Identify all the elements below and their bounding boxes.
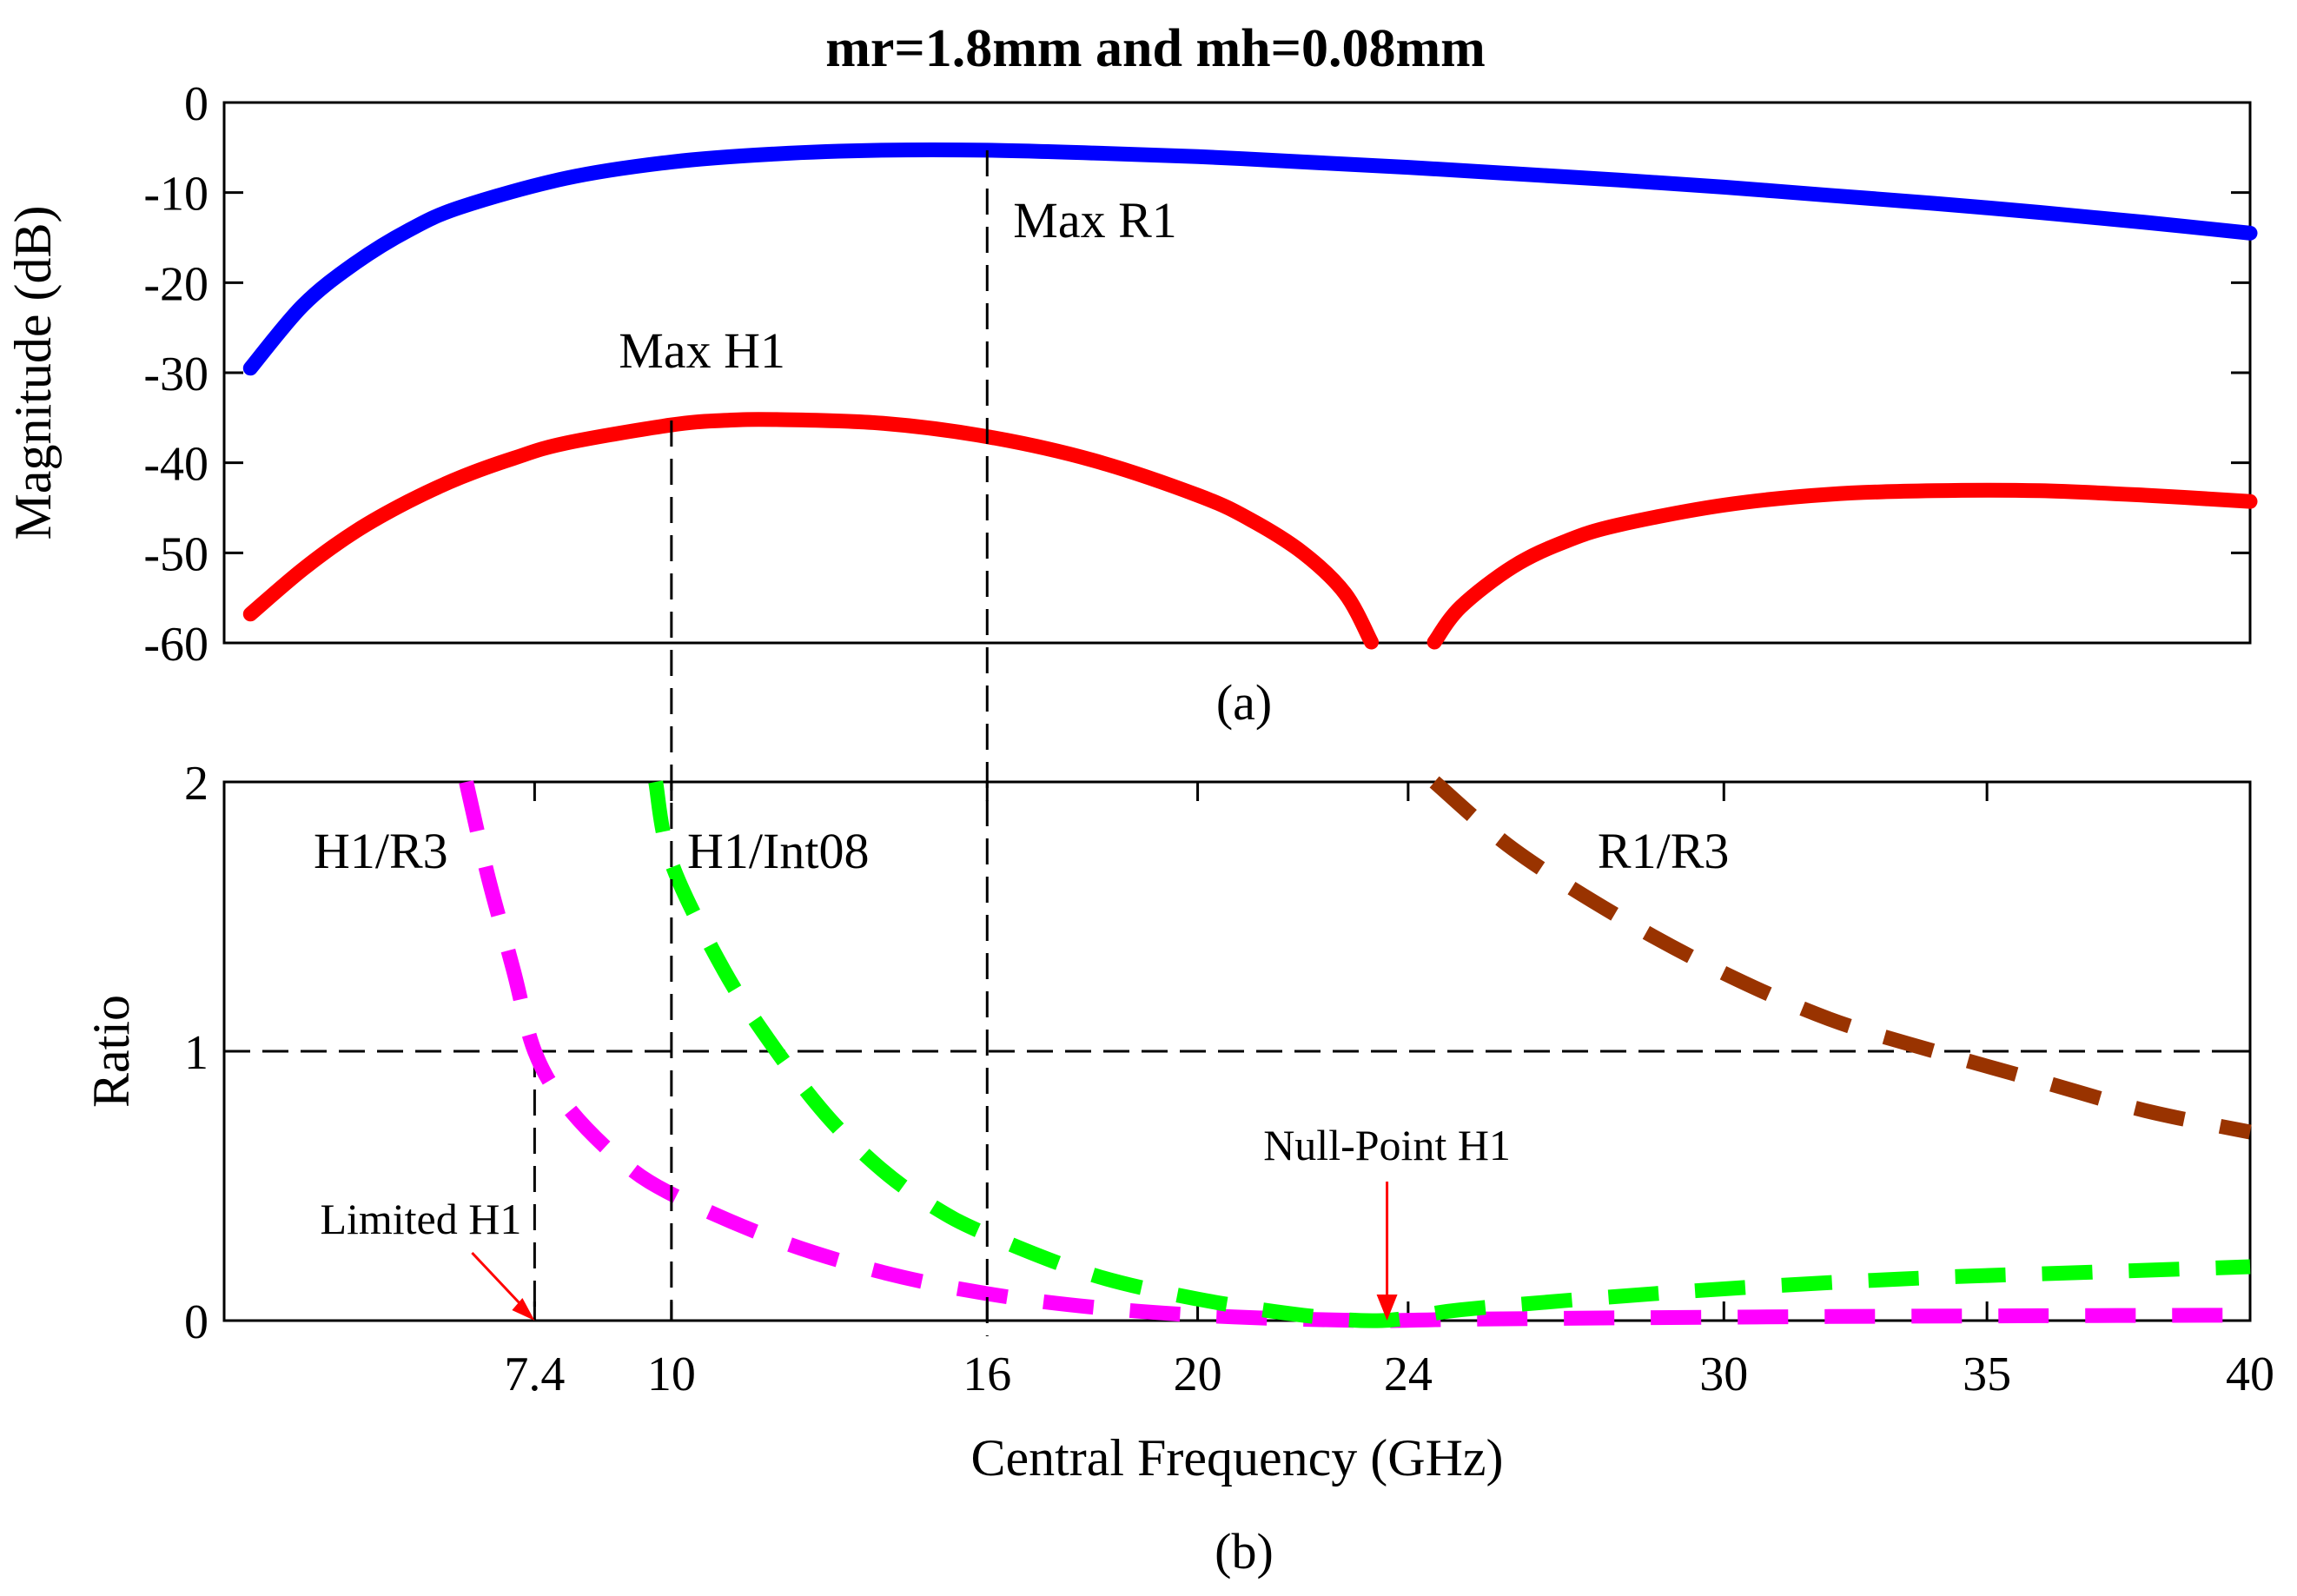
panel-a-ytick-label: -60 — [143, 618, 209, 672]
panel-a-ytick-label: -40 — [143, 438, 209, 492]
panel-a-caption: (a) — [1216, 674, 1272, 731]
series-line-r1 — [242, 142, 2258, 376]
panel-b-ytick-label: 2 — [184, 757, 209, 811]
panel-a-series — [242, 142, 2258, 650]
panel-b-annotations: Limited H1 Null-Point H1 — [320, 1121, 1511, 1321]
panel-a: 0 -10 -20 -30 -40 -50 -60 Max R1 Max H1 Magnitu… — [4, 77, 2258, 731]
panel-a-ytick-label: -10 — [143, 168, 209, 222]
panel-b-series — [459, 776, 2252, 1328]
panel-b-ytick-label: 1 — [184, 1026, 209, 1080]
series-label-h1-int08: H1/Int08 — [687, 823, 869, 879]
panel-a-annotations: Max R1 Max H1 — [619, 192, 1176, 379]
panel-b-xtick-label: 35 — [1963, 1348, 2011, 1401]
panel-b-xtick-label: 30 — [1699, 1348, 1748, 1401]
panel-b-xtick-label: 20 — [1174, 1348, 1222, 1401]
limited-h1-arrowhead — [512, 1298, 535, 1321]
panel-b-series-labels: H1/R3 H1/Int08 R1/R3 — [314, 823, 1729, 879]
panel-a-y-axis-label: Magnitude (dB) — [4, 206, 62, 540]
panel-b-reference-lines — [224, 1050, 2250, 1321]
panel-a-ytick-label: -50 — [143, 527, 209, 581]
panel-b-ticks: 0 1 2 7.4 10 16 20 24 30 35 40 — [184, 757, 2274, 1401]
panel-b-ytick-label: 0 — [184, 1295, 209, 1349]
series-label-r1-r3: R1/R3 — [1598, 823, 1730, 879]
annotation-null-point-h1: Null-Point H1 — [1263, 1121, 1511, 1169]
panel-a-ytick-label: -30 — [143, 348, 209, 401]
series-line-h1-upper-branch — [1427, 482, 2258, 650]
annotation-limited-h1: Limited H1 — [320, 1195, 521, 1243]
panel-b-xtick-label: 7.4 — [504, 1348, 565, 1401]
panel-b-xtick-label: 16 — [963, 1348, 1011, 1401]
series-line-h1-int08 — [648, 780, 2251, 1328]
panel-b-xtick-label: 40 — [2226, 1348, 2274, 1401]
series-line-h1-r3 — [459, 780, 2251, 1328]
annotation-max-r1: Max R1 — [1013, 192, 1177, 248]
annotation-max-h1: Max H1 — [619, 322, 785, 379]
panel-a-ytick-label: -20 — [143, 257, 209, 311]
panel-a-ytick-label: 0 — [184, 77, 209, 131]
figure-title: mr=1.8mm and mh=0.08mm — [825, 19, 1486, 78]
series-label-h1-r3: H1/R3 — [314, 823, 448, 879]
cross-panel-reference-lines — [670, 149, 989, 1336]
series-line-h1-lower-branch — [242, 412, 1379, 650]
panel-b-caption: (b) — [1215, 1523, 1274, 1579]
panel-b-x-axis-label: Central Frequency (GHz) — [970, 1429, 1503, 1487]
panel-a-ticks: 0 -10 -20 -30 -40 -50 -60 — [143, 77, 2250, 672]
null-point-h1-arrowhead — [1376, 1295, 1398, 1321]
panel-b-xtick-label: 24 — [1384, 1348, 1433, 1401]
panel-b-y-axis-label: Ratio — [83, 995, 140, 1108]
series-line-r1-r3 — [1429, 776, 2252, 1140]
panel-b-xtick-label: 10 — [647, 1348, 696, 1401]
